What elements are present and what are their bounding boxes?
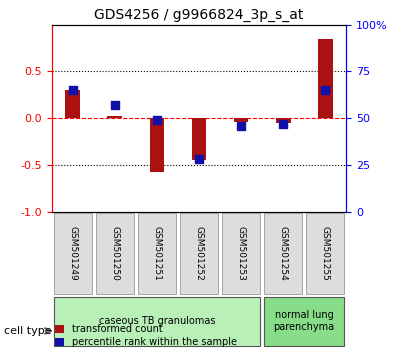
Bar [234, 118, 248, 122]
FancyBboxPatch shape [138, 213, 176, 294]
Bar [65, 90, 80, 118]
Bar [107, 116, 122, 118]
Bar [276, 118, 291, 123]
Text: cell type: cell type [4, 326, 52, 336]
Text: GSM501251: GSM501251 [152, 226, 162, 281]
Text: GSM501252: GSM501252 [195, 226, 203, 281]
Text: GSM501254: GSM501254 [279, 226, 288, 281]
Point [112, 102, 118, 108]
Text: GSM501253: GSM501253 [236, 226, 246, 281]
Point [196, 156, 202, 162]
Text: normal lung
parenchyma: normal lung parenchyma [273, 310, 335, 332]
Title: GDS4256 / g9966824_3p_s_at: GDS4256 / g9966824_3p_s_at [94, 8, 304, 22]
FancyBboxPatch shape [264, 213, 302, 294]
FancyBboxPatch shape [180, 213, 218, 294]
Point [322, 87, 328, 93]
FancyBboxPatch shape [306, 213, 344, 294]
Bar [150, 118, 164, 172]
Bar [318, 39, 333, 118]
Text: caseous TB granulomas: caseous TB granulomas [99, 316, 215, 326]
FancyBboxPatch shape [54, 213, 92, 294]
Legend: transformed count, percentile rank within the sample: transformed count, percentile rank withi… [53, 322, 239, 349]
Point [238, 123, 244, 129]
Text: GSM501249: GSM501249 [68, 226, 77, 281]
FancyBboxPatch shape [222, 213, 260, 294]
Bar [192, 118, 206, 160]
FancyBboxPatch shape [96, 213, 134, 294]
Point [154, 117, 160, 123]
Text: GSM501250: GSM501250 [110, 226, 119, 281]
Text: GSM501255: GSM501255 [321, 226, 330, 281]
Point [70, 87, 76, 93]
FancyBboxPatch shape [264, 297, 344, 346]
FancyBboxPatch shape [54, 297, 260, 346]
Point [280, 121, 286, 127]
